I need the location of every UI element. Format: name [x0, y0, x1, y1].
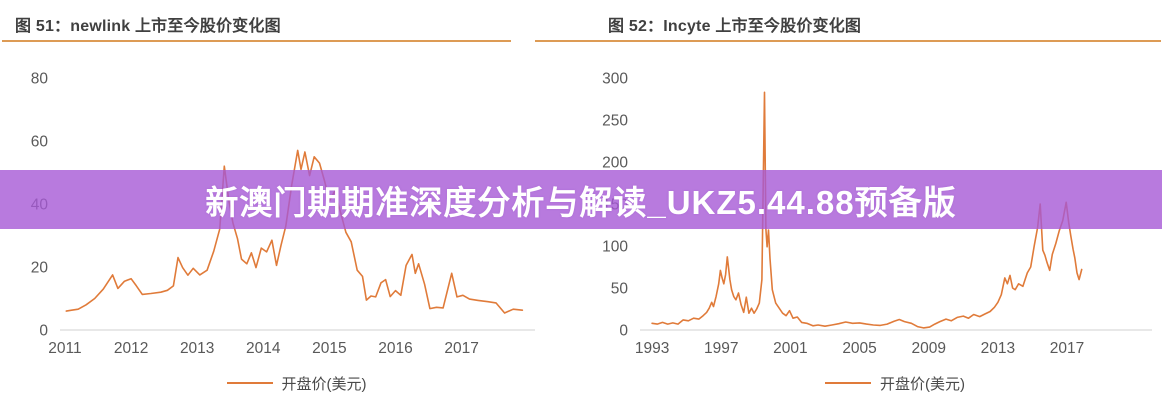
chart-title-incyte: 图 52：Incyte 上市至今股价变化图 [608, 18, 862, 35]
y-tick-label: 50 [611, 281, 629, 298]
y-tick-label: 0 [619, 323, 628, 340]
x-tick-label: 2017 [1050, 340, 1084, 357]
x-tick-label: 2015 [312, 340, 346, 357]
x-tick-label: 2016 [378, 340, 412, 357]
legend-label: 开盘价(美元) [281, 375, 367, 393]
chart-title-newlink: 图 51：newlink 上市至今股价变化图 [15, 18, 281, 35]
y-tick-label: 80 [31, 71, 49, 88]
x-tick-label: 1997 [704, 340, 738, 357]
x-tick-label: 2001 [773, 340, 807, 357]
x-tick-label: 2013 [180, 340, 214, 357]
y-tick-label: 300 [602, 71, 628, 88]
title-underline-left [2, 40, 511, 42]
x-tick-label: 2014 [246, 340, 281, 357]
y-tick-label: 60 [31, 134, 49, 151]
price-line [65, 149, 524, 314]
x-tick-label: 2011 [48, 340, 81, 357]
price-line [651, 91, 1083, 329]
x-tick-label: 2005 [842, 340, 876, 357]
title-underline-right [535, 40, 1161, 42]
legend-label: 开盘价(美元) [880, 375, 965, 393]
y-tick-label: 100 [602, 239, 628, 256]
x-tick-label: 2013 [981, 340, 1015, 357]
legend-line-swatch [226, 382, 273, 384]
legend-incyte: 开盘价(美元) [640, 372, 1150, 394]
y-tick-label: 0 [39, 323, 48, 340]
line-chart-newlink: 0204060802011201220132014201520162017 [31, 71, 535, 357]
legend-newlink: 开盘价(美元) [60, 372, 533, 394]
line-chart-incyte: 0501001502002503001993199720012005200920… [602, 71, 1152, 357]
y-tick-label: 200 [602, 155, 628, 172]
legend-line-swatch [825, 382, 871, 384]
x-tick-label: 2017 [444, 340, 478, 357]
promo-banner-text: 新澳门期期准深度分析与解读_UKZ5.44.88预备版 [205, 183, 957, 221]
y-tick-label: 20 [31, 260, 49, 277]
promo-banner-overlay[interactable]: 新澳门期期准深度分析与解读_UKZ5.44.88预备版 [0, 170, 1162, 229]
x-tick-label: 2009 [911, 340, 945, 357]
x-tick-label: 2012 [114, 340, 148, 357]
y-tick-label: 250 [602, 113, 628, 130]
x-tick-label: 1993 [635, 340, 669, 357]
